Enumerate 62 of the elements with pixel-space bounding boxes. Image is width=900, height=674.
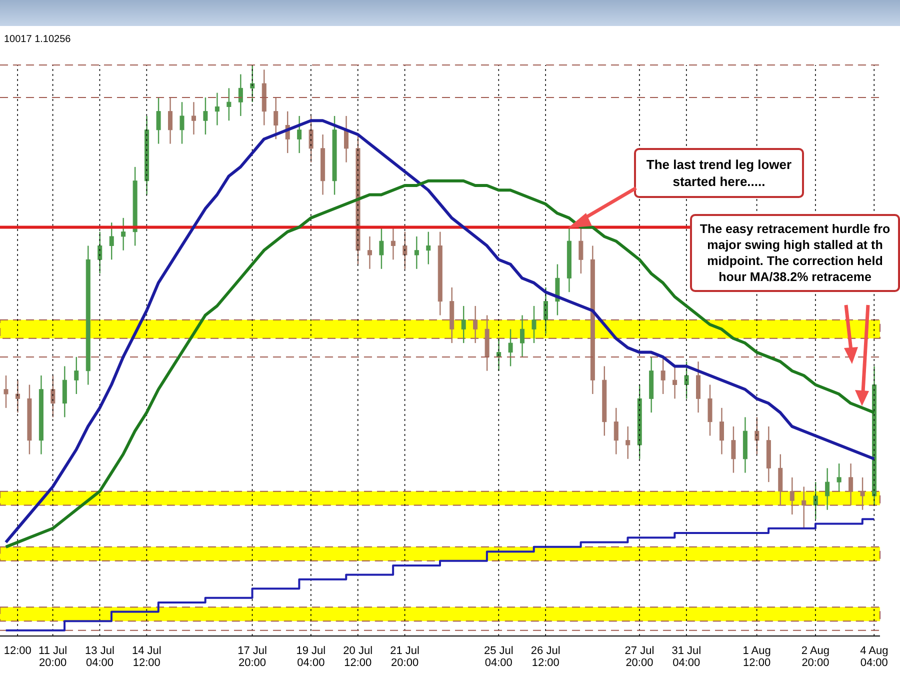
candlestick bbox=[778, 454, 783, 506]
candlestick bbox=[672, 366, 678, 400]
x-tick-label: 31 Jul 04:00 bbox=[672, 645, 702, 669]
candlestick bbox=[614, 407, 618, 455]
x-tick-label: 19 Jul 04:00 bbox=[296, 645, 326, 669]
x-tick-label: 17 Jul 20:00 bbox=[238, 645, 267, 669]
text: 10017 1.10256 bbox=[4, 34, 71, 45]
candlestick bbox=[4, 374, 8, 409]
candlestick bbox=[555, 264, 560, 316]
x-tick-label: 12:00 bbox=[4, 645, 32, 657]
candlestick bbox=[15, 380, 20, 414]
candlestick bbox=[731, 426, 736, 474]
x-tick-label: 14 Jul 12:00 bbox=[132, 645, 162, 669]
candlestick bbox=[238, 74, 243, 117]
x-tick-label: 2 Aug 20:00 bbox=[801, 645, 830, 669]
candlestick bbox=[836, 462, 842, 492]
candlestick bbox=[508, 328, 513, 367]
candlestick bbox=[180, 101, 184, 144]
candlestick bbox=[297, 115, 302, 154]
candlestick bbox=[168, 96, 173, 144]
candlestick bbox=[367, 236, 372, 270]
candlestick bbox=[578, 226, 584, 274]
x-tick-label: 26 Jul 12:00 bbox=[530, 645, 560, 669]
candlestick bbox=[390, 226, 396, 260]
candlestick bbox=[660, 356, 666, 395]
candlestick bbox=[520, 314, 525, 358]
candlestick bbox=[825, 468, 830, 510]
x-tick-label: 11 Jul 20:00 bbox=[38, 645, 68, 669]
candlestick bbox=[156, 96, 161, 144]
candlestick bbox=[109, 222, 114, 260]
annotation: The easy retracement hurdle fro major swing high stalled at th midpoint. The correction held hour MA/38.2% retraceme bbox=[690, 214, 900, 292]
candlestick bbox=[226, 88, 232, 122]
candlestick bbox=[203, 96, 208, 136]
candlestick bbox=[74, 356, 79, 395]
candlestick bbox=[719, 407, 724, 455]
candlestick bbox=[860, 476, 865, 510]
candlestick bbox=[790, 476, 794, 516]
candlestick bbox=[532, 305, 536, 344]
candlestick bbox=[274, 96, 278, 140]
x-tick-label: 21 Jul 20:00 bbox=[390, 645, 420, 669]
candlestick bbox=[461, 305, 466, 344]
candlestick bbox=[708, 384, 712, 436]
x-tick-label: 25 Jul 04:00 bbox=[484, 645, 514, 669]
candlestick bbox=[848, 462, 854, 506]
candlestick bbox=[473, 305, 478, 344]
x-tick-label: 4 Aug 04:00 bbox=[860, 645, 888, 669]
x-tick-label: 1 Aug 12:00 bbox=[742, 645, 771, 669]
candlestick bbox=[802, 486, 806, 529]
candlestick bbox=[379, 226, 384, 270]
candlestick bbox=[62, 366, 67, 418]
x-tick-label: 27 Jul 20:00 bbox=[624, 645, 654, 669]
candlestick bbox=[214, 92, 220, 126]
candlestick bbox=[191, 101, 196, 136]
x-tick-label: 13 Jul 04:00 bbox=[85, 645, 114, 669]
candlestick bbox=[813, 481, 818, 520]
x-tick-label: 20 Jul 12:00 bbox=[343, 645, 373, 669]
candlestick bbox=[626, 426, 630, 460]
candlestick bbox=[414, 236, 419, 270]
annotation: The last trend leg lower started here..... bbox=[634, 148, 804, 198]
candlestick bbox=[121, 217, 126, 251]
candlestick bbox=[426, 231, 431, 265]
candlestick bbox=[696, 360, 701, 414]
